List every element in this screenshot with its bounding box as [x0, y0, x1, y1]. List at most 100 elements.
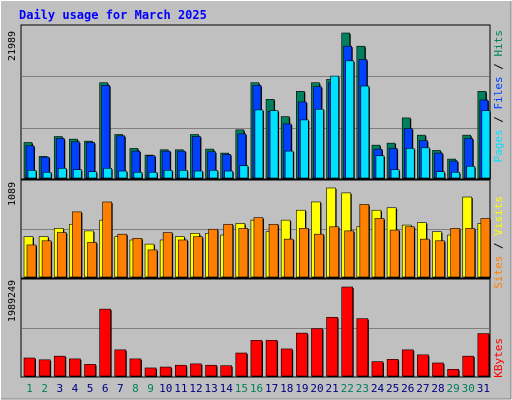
sites-bar-day-12: [193, 236, 203, 278]
kbytes-bar-day-3: [53, 355, 66, 377]
sites-bar-day-3: [56, 232, 67, 278]
legend-files: Files: [492, 76, 505, 109]
chart-title: Daily usage for March 2025: [19, 8, 207, 22]
day-label-10: 10: [159, 382, 172, 395]
sites-bar-day-26: [404, 226, 415, 278]
sites-bar-day-1: [26, 244, 37, 278]
kbytes-bar-day-22: [341, 286, 354, 377]
legend-middle: Sites / Visits: [492, 196, 505, 289]
kbytes-bar-day-17: [265, 340, 278, 377]
pages-bar-day-19: [300, 119, 309, 179]
day-label-17: 17: [265, 382, 278, 395]
sites-bar-day-21: [329, 226, 339, 278]
legend-visits: Visits: [492, 196, 505, 236]
kbytes-bar-day-31: [477, 333, 490, 377]
legend-kbytes: KBytes: [492, 338, 505, 378]
pages-bar-day-20: [315, 108, 324, 179]
day-label-1: 1: [26, 382, 33, 395]
pages-bar-day-27: [421, 147, 430, 179]
day-label-27: 27: [416, 382, 429, 395]
kbytes-bar-day-24: [371, 361, 384, 377]
ytick-middle: 1089: [7, 182, 18, 206]
sites-bar-day-22: [344, 230, 355, 278]
kbytes-bar-day-4: [69, 358, 81, 377]
pages-bar-day-2: [42, 172, 52, 179]
pages-bar-day-3: [57, 168, 67, 179]
sites-bar-day-19: [299, 228, 309, 278]
day-label-29: 29: [447, 382, 460, 395]
pages-bar-day-24: [375, 155, 385, 179]
day-label-2: 2: [41, 382, 48, 395]
kbytes-bar-day-1: [23, 357, 36, 377]
sites-bar-day-30: [465, 228, 476, 278]
day-label-16: 16: [250, 382, 263, 395]
legend-sep-3: /: [492, 236, 505, 256]
day-label-28: 28: [431, 382, 444, 395]
sites-bar-day-18: [283, 238, 294, 278]
pages-bar-day-10: [163, 170, 173, 179]
legend-sites: Sites: [492, 256, 505, 289]
kbytes-bar-day-16: [250, 340, 263, 377]
pages-bar-day-26: [405, 148, 415, 179]
day-label-20: 20: [310, 382, 323, 395]
pages-bar-day-31: [481, 110, 491, 179]
visits-sites-panel: [20, 179, 491, 279]
pages-bar-day-18: [284, 150, 294, 179]
day-label-12: 12: [189, 382, 202, 395]
pages-bar-day-13: [209, 170, 218, 179]
day-label-18: 18: [280, 382, 293, 395]
kbytes-bar-day-19: [296, 332, 308, 377]
day-label-30: 30: [462, 382, 475, 395]
day-label-14: 14: [220, 382, 234, 395]
kbytes-bar-day-5: [84, 364, 96, 377]
day-label-22: 22: [341, 382, 354, 395]
kbytes-bar-day-10: [159, 366, 172, 377]
sites-bar-day-10: [162, 232, 173, 278]
kbytes-bar-day-18: [280, 348, 293, 377]
pages-bar-day-23: [360, 85, 370, 179]
pages-bar-day-9: [148, 172, 158, 179]
pages-bar-day-15: [239, 165, 249, 179]
day-labels: 1 2 3 4 5 6 7 8 9 10 11 12 13 14 15 16 17 18 19 20 21 22 23 24 2…: [26, 382, 490, 395]
legend-hits: Hits: [492, 30, 505, 57]
legend-sep-1: /: [492, 110, 505, 130]
kbytes-bar-day-23: [356, 318, 369, 377]
kbytes-bar-day-7: [114, 349, 127, 377]
day-label-31: 31: [477, 382, 490, 395]
pages-bar-day-30: [466, 166, 476, 179]
day-label-21: 21: [326, 382, 339, 395]
pages-bar-day-12: [194, 170, 203, 179]
sites-bar-day-23: [359, 204, 370, 278]
files-bar-day-6: [101, 85, 110, 179]
pages-bar-day-16: [254, 109, 264, 179]
pages-bar-day-11: [178, 170, 188, 179]
pages-bar-day-25: [390, 169, 400, 179]
legend-bottom: KBytes: [492, 338, 505, 378]
kbytes-bar-day-9: [144, 367, 157, 377]
day-label-26: 26: [401, 382, 414, 395]
sites-bar-day-16: [253, 217, 264, 278]
day-label-19: 19: [295, 382, 308, 395]
sites-bar-day-24: [374, 218, 385, 278]
kbytes-bar-day-20: [311, 328, 323, 377]
pages-bar-day-28: [436, 171, 445, 179]
sites-bar-day-11: [177, 239, 188, 278]
sites-bar-day-28: [435, 240, 445, 278]
sites-bar-day-4: [72, 211, 82, 278]
pages-bar-day-1: [27, 170, 37, 179]
sites-bar-day-27: [420, 238, 430, 278]
day-label-11: 11: [174, 382, 187, 395]
sites-bar-day-5: [87, 242, 97, 278]
legend-pages: Pages: [492, 129, 505, 162]
sites-bar-day-25: [389, 229, 400, 278]
kbytes-panel: [20, 278, 491, 378]
sites-bar-day-17: [268, 223, 279, 278]
kbytes-bar-day-12: [190, 363, 202, 377]
pages-bar-day-29: [451, 172, 460, 179]
sites-bar-day-29: [450, 228, 460, 278]
pages-bar-day-14: [224, 170, 233, 179]
kbytes-bar-day-2: [38, 359, 51, 377]
sites-bar-day-7: [117, 233, 128, 278]
kbytes-bar-day-26: [401, 349, 414, 377]
